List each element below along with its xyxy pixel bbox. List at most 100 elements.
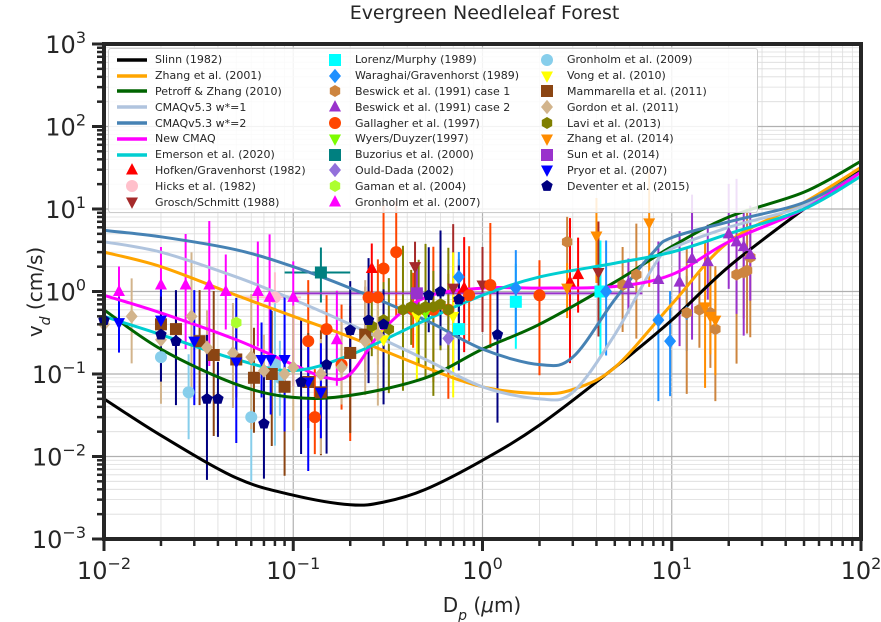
legend-symbol <box>527 116 561 130</box>
point-7-11 <box>308 411 321 424</box>
y-tick-label: 102 <box>45 111 86 142</box>
point-16-9 <box>287 360 300 375</box>
point-5-3 <box>681 306 692 319</box>
legend-marker <box>541 100 553 115</box>
legend-marker <box>541 85 553 98</box>
point-12-3 <box>203 278 216 290</box>
legend-label: New CMAQ <box>155 132 216 146</box>
point-20-2 <box>188 336 201 349</box>
point-2-3 <box>447 283 460 295</box>
y-tick-label: 101 <box>45 193 86 224</box>
legend-marker <box>541 71 553 83</box>
legend-marker <box>329 148 341 161</box>
legend-marker <box>541 165 553 178</box>
legend-item: CMAQv5.3 w*=1 <box>115 99 306 115</box>
legend-item: Gaman et al. (2004) <box>315 178 519 194</box>
legend-item: Wyers/Duyzer(1997) <box>315 131 519 147</box>
legend-column-1: Slinn (1982) Zhang et al. (2001) Petroff &… <box>115 52 306 210</box>
point-5-2 <box>631 268 642 281</box>
point-4-3 <box>652 312 665 328</box>
legend-marker <box>329 134 341 146</box>
legend-label: Deventer et al. (2015) <box>567 179 690 193</box>
point-7-2 <box>390 246 403 259</box>
curve-4 <box>103 170 862 368</box>
legend-label: Zhang et al. (2014) <box>567 132 674 146</box>
point-6-8 <box>744 247 757 260</box>
legend-label: Vong et al. (2010) <box>567 69 666 83</box>
legend-symbol <box>527 148 561 162</box>
point-6-5 <box>722 226 735 239</box>
legend-marker <box>126 163 138 175</box>
legend-marker <box>329 195 341 207</box>
legend-item: Petroff & Zhang (2010) <box>115 84 306 100</box>
legend-symbol <box>315 163 349 178</box>
tick-labels: 10−2 10−1 100 101 10210−310−210−110010110210… <box>32 28 881 585</box>
point-7-8 <box>463 289 476 302</box>
point-7-10 <box>533 289 546 302</box>
point-18-5 <box>709 315 722 328</box>
point-21-10 <box>377 318 390 330</box>
legend-symbol <box>527 163 561 178</box>
point-21-14 <box>491 328 504 340</box>
legend-label: Gordon et al. (2011) <box>567 100 679 114</box>
legend-item: Buzorius et al. (2000) <box>315 147 519 163</box>
point-7-0 <box>362 291 375 304</box>
point-12-7 <box>287 290 300 302</box>
point-11-0 <box>231 316 242 329</box>
point-21-6 <box>295 375 307 387</box>
y-tick-label: 100 <box>45 276 86 307</box>
point-16-4 <box>200 340 213 355</box>
legend-item: Vong et al. (2010) <box>527 68 707 84</box>
legend-label: CMAQv5.3 w*=2 <box>155 116 247 130</box>
y-tick-label: 10−2 <box>32 441 86 472</box>
legend-marker <box>126 197 138 209</box>
point-7-3 <box>377 262 390 275</box>
legend-label: Sun et al. (2014) <box>567 148 660 162</box>
legend-item: CMAQv5.3 w*=2 <box>115 115 306 131</box>
point-7-13 <box>320 323 333 336</box>
legend-label: Lorenz/Murphy (1989) <box>355 53 477 67</box>
legend-label: Buzorius et al. (2000) <box>355 148 474 162</box>
legend-symbol <box>315 148 349 162</box>
point-10-0 <box>442 331 455 346</box>
legend-label: Grosch/Schmitt (1988) <box>155 195 280 209</box>
legend-symbol <box>527 53 561 67</box>
legend-symbol <box>527 100 561 115</box>
point-2-0 <box>409 262 422 274</box>
legend-marker <box>329 117 341 130</box>
point-6-2 <box>673 275 686 287</box>
legend-symbol <box>315 84 349 98</box>
point-12-6 <box>263 290 276 302</box>
legend-item: Mammarella et al. (2011) <box>527 84 707 100</box>
point-15-1 <box>169 323 182 336</box>
point-7-1 <box>371 291 384 304</box>
legend-symbol <box>115 148 149 162</box>
curve-3 <box>103 170 862 402</box>
legend-marker <box>541 117 553 130</box>
point-20-8 <box>314 387 327 400</box>
legend-symbol <box>315 68 349 83</box>
legend: Slinn (1982) Zhang et al. (2001) Petroff &… <box>108 48 758 213</box>
point-20-1 <box>154 315 167 328</box>
point-19-0 <box>410 287 423 300</box>
legend-item: Hicks et al. (1982) <box>115 178 306 194</box>
legend-marker <box>541 134 553 146</box>
axis-ticks <box>92 42 863 551</box>
point-20-3 <box>230 357 243 369</box>
point-0-0 <box>365 261 378 274</box>
legend-marker <box>541 180 553 192</box>
point-5-9 <box>741 264 753 277</box>
point-21-2 <box>170 335 182 347</box>
point-16-5 <box>226 345 239 361</box>
x-tick-label: 102 <box>841 554 881 585</box>
legend-item: Lorenz/Murphy (1989) <box>315 52 519 68</box>
point-15-5 <box>247 371 260 384</box>
point-16-10 <box>314 366 327 382</box>
legend-marker <box>329 100 341 112</box>
legend-marker <box>329 53 341 66</box>
legend-symbol <box>527 132 561 146</box>
point-16-3 <box>185 309 198 324</box>
legend-symbol <box>115 100 149 114</box>
legend-label: Waraghai/Gravenhorst (1989) <box>355 69 520 83</box>
legend-item: Beswick et al. (1991) case 1 <box>315 84 519 100</box>
